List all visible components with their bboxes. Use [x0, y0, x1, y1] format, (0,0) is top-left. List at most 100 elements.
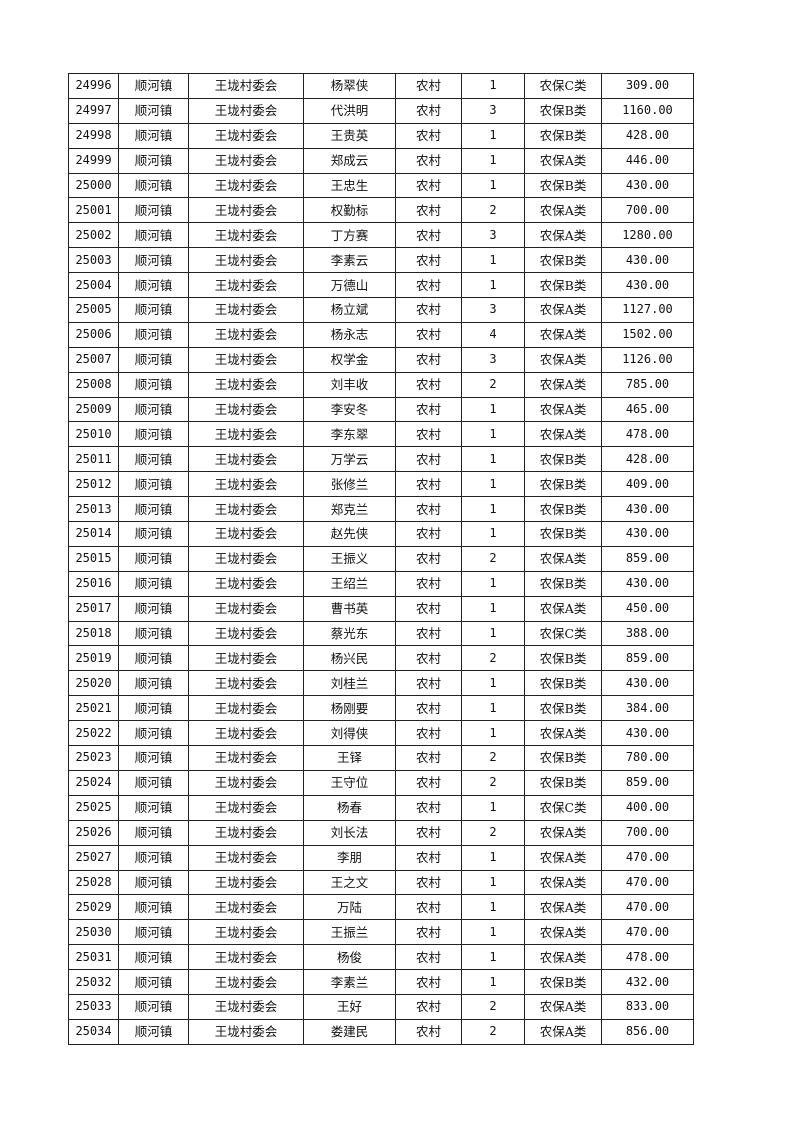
household-count-cell: 3 [461, 97, 525, 124]
area-type-cell: 农村 [395, 496, 462, 523]
area-type-cell: 农村 [395, 645, 462, 672]
insurance-category-cell: 农保A类 [524, 819, 602, 846]
household-count-cell: 1 [461, 172, 525, 199]
area-type-cell: 农村 [395, 919, 462, 946]
insurance-category-cell: 农保B类 [524, 247, 602, 274]
record-id-cell: 25010 [68, 421, 119, 448]
town-cell: 顺河镇 [118, 122, 189, 149]
area-type-cell: 农村 [395, 122, 462, 149]
village-committee-cell: 王垅村委会 [188, 670, 304, 697]
village-committee-cell: 王垅村委会 [188, 769, 304, 796]
person-name-cell: 李素兰 [303, 969, 396, 995]
amount-cell: 400.00 [601, 794, 694, 821]
town-cell: 顺河镇 [118, 944, 189, 971]
amount-cell: 430.00 [601, 720, 694, 747]
insurance-category-cell: 农保B类 [524, 471, 602, 498]
record-id-cell: 24999 [68, 147, 119, 174]
village-committee-cell: 王垅村委会 [188, 297, 304, 323]
record-id-cell: 25033 [68, 993, 119, 1020]
village-committee-cell: 王垅村委会 [188, 695, 304, 722]
amount-cell: 446.00 [601, 147, 694, 174]
insurance-category-cell: 农保C类 [524, 73, 602, 99]
record-id-cell: 25034 [68, 1018, 119, 1045]
person-name-cell: 杨俊 [303, 944, 396, 971]
area-type-cell: 农村 [395, 147, 462, 174]
table-row: 25010 顺河镇 王垅村委会 李东翠 农村 1 农保A类 478.00 [68, 421, 694, 448]
table-row: 25029 顺河镇 王垅村委会 万陆 农村 1 农保A类 470.00 [68, 894, 694, 921]
person-name-cell: 代洪明 [303, 97, 396, 124]
area-type-cell: 农村 [395, 346, 462, 373]
insurance-category-cell: 农保A类 [524, 894, 602, 921]
table-row: 25004 顺河镇 王垅村委会 万德山 农村 1 农保B类 430.00 [68, 272, 694, 299]
record-id-cell: 25012 [68, 471, 119, 498]
area-type-cell: 农村 [395, 97, 462, 124]
insurance-category-cell: 农保B类 [524, 645, 602, 672]
amount-cell: 430.00 [601, 570, 694, 597]
town-cell: 顺河镇 [118, 197, 189, 224]
town-cell: 顺河镇 [118, 297, 189, 323]
record-id-cell: 25024 [68, 769, 119, 796]
person-name-cell: 杨立斌 [303, 297, 396, 323]
household-count-cell: 4 [461, 321, 525, 348]
amount-cell: 465.00 [601, 396, 694, 423]
village-committee-cell: 王垅村委会 [188, 147, 304, 174]
area-type-cell: 农村 [395, 321, 462, 348]
insurance-category-cell: 农保A类 [524, 844, 602, 871]
record-id-cell: 25027 [68, 844, 119, 871]
town-cell: 顺河镇 [118, 969, 189, 995]
record-id-cell: 25031 [68, 944, 119, 971]
town-cell: 顺河镇 [118, 620, 189, 647]
person-name-cell: 娄建民 [303, 1018, 396, 1045]
amount-cell: 430.00 [601, 247, 694, 274]
table-row: 25008 顺河镇 王垅村委会 刘丰收 农村 2 农保A类 785.00 [68, 371, 694, 398]
amount-cell: 470.00 [601, 844, 694, 871]
insurance-category-cell: 农保A类 [524, 421, 602, 448]
household-count-cell: 1 [461, 844, 525, 871]
person-name-cell: 权学金 [303, 346, 396, 373]
village-committee-cell: 王垅村委会 [188, 919, 304, 946]
town-cell: 顺河镇 [118, 222, 189, 249]
area-type-cell: 农村 [395, 969, 462, 995]
table-row: 25021 顺河镇 王垅村委会 杨刚要 农村 1 农保B类 384.00 [68, 695, 694, 722]
area-type-cell: 农村 [395, 446, 462, 473]
area-type-cell: 农村 [395, 371, 462, 398]
table-row: 25025 顺河镇 王垅村委会 杨春 农村 1 农保C类 400.00 [68, 794, 694, 821]
town-cell: 顺河镇 [118, 794, 189, 821]
area-type-cell: 农村 [395, 670, 462, 697]
household-count-cell: 1 [461, 496, 525, 523]
person-name-cell: 丁方赛 [303, 222, 396, 249]
household-count-cell: 2 [461, 819, 525, 846]
household-count-cell: 1 [461, 471, 525, 498]
person-name-cell: 杨刚要 [303, 695, 396, 722]
town-cell: 顺河镇 [118, 97, 189, 124]
insurance-category-cell: 农保B类 [524, 272, 602, 299]
amount-cell: 833.00 [601, 993, 694, 1020]
table-row: 25014 顺河镇 王垅村委会 赵先侠 农村 1 农保B类 430.00 [68, 521, 694, 547]
record-id-cell: 24996 [68, 73, 119, 99]
town-cell: 顺河镇 [118, 769, 189, 796]
village-committee-cell: 王垅村委会 [188, 620, 304, 647]
town-cell: 顺河镇 [118, 396, 189, 423]
person-name-cell: 刘丰收 [303, 371, 396, 398]
record-id-cell: 25001 [68, 197, 119, 224]
record-id-cell: 25029 [68, 894, 119, 921]
table-row: 25032 顺河镇 王垅村委会 李素兰 农村 1 农保B类 432.00 [68, 969, 694, 995]
town-cell: 顺河镇 [118, 471, 189, 498]
person-name-cell: 李东翠 [303, 421, 396, 448]
village-committee-cell: 王垅村委会 [188, 745, 304, 771]
village-committee-cell: 王垅村委会 [188, 272, 304, 299]
record-id-cell: 25020 [68, 670, 119, 697]
town-cell: 顺河镇 [118, 894, 189, 921]
area-type-cell: 农村 [395, 745, 462, 771]
town-cell: 顺河镇 [118, 670, 189, 697]
record-id-cell: 25008 [68, 371, 119, 398]
record-id-cell: 24998 [68, 122, 119, 149]
insurance-category-cell: 农保A类 [524, 1018, 602, 1045]
household-count-cell: 1 [461, 695, 525, 722]
village-committee-cell: 王垅村委会 [188, 595, 304, 622]
record-id-cell: 25016 [68, 570, 119, 597]
record-id-cell: 25022 [68, 720, 119, 747]
table-row: 25033 顺河镇 王垅村委会 王好 农村 2 农保A类 833.00 [68, 993, 694, 1020]
benefit-table: 24996 顺河镇 王垅村委会 杨翠侠 农村 1 农保C类 309.00 24997 顺河镇 王垅村… [68, 73, 694, 1045]
record-id-cell: 25021 [68, 695, 119, 722]
